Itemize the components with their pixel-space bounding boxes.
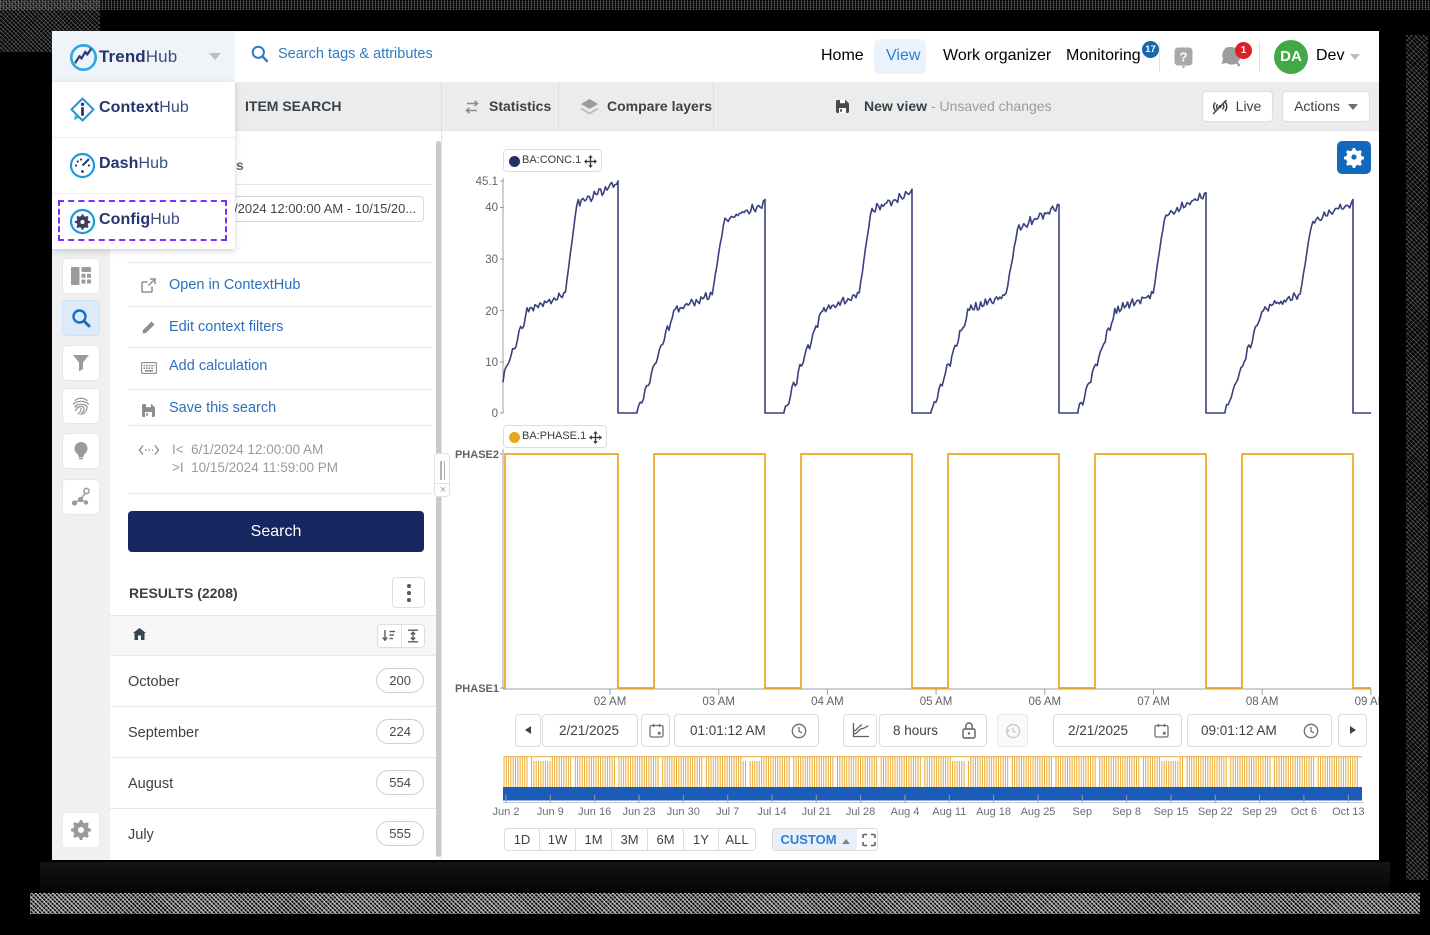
svg-text:08 AM: 08 AM [1246, 696, 1279, 708]
svg-text:Jul 14: Jul 14 [757, 806, 786, 818]
svg-text:Jun 30: Jun 30 [667, 806, 700, 818]
svg-text:Jun 9: Jun 9 [537, 806, 564, 818]
svg-text:03 AM: 03 AM [702, 696, 735, 708]
svg-text:Sep 22: Sep 22 [1198, 806, 1233, 818]
svg-text:20: 20 [485, 306, 498, 318]
svg-text:09 AM: 09 AM [1355, 696, 1379, 708]
svg-text:05 AM: 05 AM [920, 696, 953, 708]
svg-text:Sep: Sep [1073, 806, 1093, 818]
svg-text:30: 30 [485, 254, 498, 266]
svg-text:Jun 23: Jun 23 [622, 806, 655, 818]
svg-text:Sep 15: Sep 15 [1154, 806, 1189, 818]
svg-text:Aug 25: Aug 25 [1021, 806, 1056, 818]
svg-text:45.1: 45.1 [476, 176, 498, 188]
svg-text:Oct 6: Oct 6 [1291, 806, 1317, 818]
svg-text:?: ? [1180, 50, 1188, 65]
svg-text:40: 40 [485, 202, 498, 214]
svg-text:10: 10 [485, 357, 498, 369]
svg-text:Sep 29: Sep 29 [1242, 806, 1277, 818]
svg-text:Jul 7: Jul 7 [716, 806, 739, 818]
svg-text:Oct 13: Oct 13 [1332, 806, 1364, 818]
svg-text:Jun 2: Jun 2 [493, 806, 520, 818]
svg-text:Jun 16: Jun 16 [578, 806, 611, 818]
svg-text:PHASE2: PHASE2 [455, 449, 499, 461]
svg-text:Aug 18: Aug 18 [976, 806, 1011, 818]
svg-text:06 AM: 06 AM [1028, 696, 1061, 708]
svg-text:Jul 28: Jul 28 [846, 806, 875, 818]
svg-text:PHASE1: PHASE1 [455, 683, 499, 695]
svg-text:Sep 8: Sep 8 [1112, 806, 1141, 818]
svg-text:07 AM: 07 AM [1137, 696, 1170, 708]
svg-text:Jul 21: Jul 21 [802, 806, 831, 818]
svg-text:02 AM: 02 AM [594, 696, 627, 708]
svg-text:0: 0 [492, 408, 498, 420]
svg-text:Aug 4: Aug 4 [891, 806, 920, 818]
svg-text:04 AM: 04 AM [811, 696, 844, 708]
svg-text:Aug 11: Aug 11 [932, 806, 966, 818]
